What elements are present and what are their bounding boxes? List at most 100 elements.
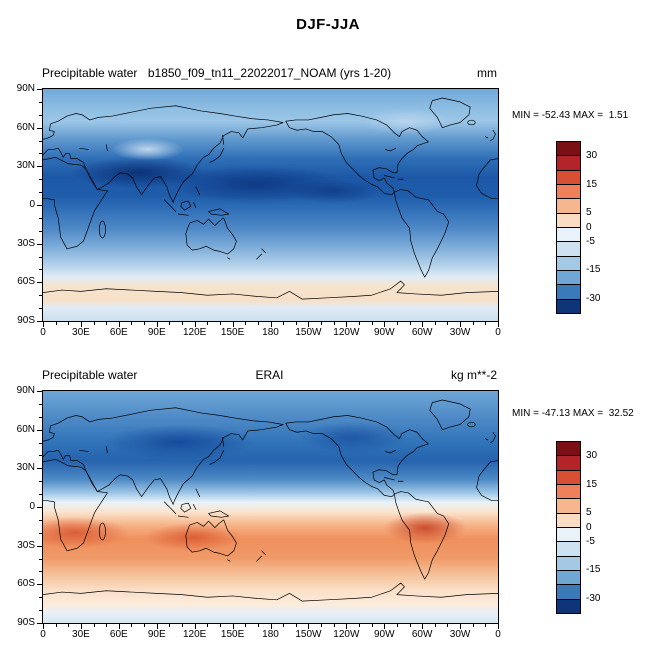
colorbar-label: 5 [586,207,592,219]
lon-tick [283,322,285,325]
lon-tick [182,322,184,325]
lon-tick [308,322,310,327]
lon-tick [182,624,184,627]
lon-tick-label: 150E [220,327,245,338]
lon-tick [80,624,82,629]
colorbar-segment [557,442,580,456]
lat-tick [37,545,42,547]
lat-tick [39,140,42,142]
lat-tick-label: 90N [16,385,35,396]
lon-tick [422,322,424,327]
lat-tick-label: 60N [16,423,35,435]
colorbar-segment [557,169,580,184]
lat-tick-label: 30S [17,539,35,551]
lon-tick [396,624,398,627]
lon-tick-label: 60E [109,629,128,640]
lat-tick [39,494,42,496]
lon-tick-label: 90E [147,629,166,640]
lat-tick [39,416,42,418]
lon-tick-label: 0 [40,629,46,640]
model-case-title: b1850_f09_tn11_22022017_NOAM (yrs 1-20) [147,66,392,80]
lat-tick [39,269,42,271]
model-map-panel: 90N 60N 30N 0 30S 60S 90S 0 30E 60E 90E 120E 150E 180… [17,84,501,338]
lat-tick-label: 30S [17,237,35,249]
lat-tick [37,89,42,90]
lon-tick [232,322,234,327]
lat-tick [37,243,42,245]
lon-tick [346,624,348,629]
colorbar-segment [557,255,580,270]
lat-tick [37,391,42,392]
lat-tick [39,101,42,103]
lon-tick [219,624,221,627]
lat-tick-label: 60S [17,578,35,590]
lat-tick [37,166,42,168]
lat-tick [39,308,42,310]
lon-tick [118,624,120,629]
lon-tick [68,624,70,627]
colorbar-segment [557,455,580,470]
lon-tick [257,322,259,325]
lon-tick [106,624,108,627]
model-field-label: Precipitable water [42,66,138,80]
reference-colorbar: 30 15 5 0 -5 -15 -30 [556,441,600,614]
lat-tick [39,192,42,194]
lat-tick [39,403,42,405]
colorbar-segment [557,183,580,199]
lon-tick [409,624,411,627]
lon-tick [485,322,487,325]
lon-tick [156,624,158,629]
lon-tick [118,322,120,327]
lon-tick-label: 90W [373,327,395,338]
lat-tick [39,230,42,232]
lon-tick [498,322,499,327]
lon-tick-label: 60W [411,327,433,338]
lat-tick [39,295,42,297]
lon-tick [106,322,108,325]
colorbar-segment [557,241,580,256]
lon-tick [434,624,436,627]
colorbar-segment [557,555,580,570]
lon-tick [295,624,297,627]
colorbar-segment [557,469,580,484]
colorbar-label: 0 [586,521,592,533]
colorbar-segment [557,269,580,285]
lon-tick [346,322,348,327]
lon-tick [460,624,462,629]
model-minmax-label: MIN = -52.43 MAX = 1.51 [512,110,629,121]
colorbar-segment [557,498,580,513]
lon-tick [333,624,335,627]
lon-tick [156,322,158,327]
lon-tick-label: 30W [449,629,471,640]
lat-tick-label: 30N [16,462,35,474]
figure-title: DJF-JJA [296,16,360,33]
reference-field-label: Precipitable water [42,368,138,382]
lon-tick-label: 60W [411,629,433,640]
lon-tick [371,322,373,325]
lon-tick [131,624,133,627]
lon-tick-label: 90W [373,629,395,640]
lon-tick-label: 90E [147,327,166,338]
model-contour-field [43,89,498,321]
lat-tick [39,597,42,599]
lat-tick [39,532,42,534]
lat-tick [39,256,42,258]
lat-tick [39,571,42,573]
lon-tick [194,624,196,629]
lat-tick [37,584,42,586]
colorbar-label: -5 [586,235,595,247]
lon-tick [144,624,146,627]
lon-tick [498,624,499,629]
lon-tick-label: 150E [220,629,245,640]
colorbar-segment [557,298,580,313]
lat-tick-label: 0 [29,501,35,512]
lon-tick-label: 120E [182,629,207,640]
colorbar-label: 15 [586,478,598,490]
colorbar-segment [557,483,580,499]
colorbar-label: 30 [586,150,598,162]
colorbar-label: -15 [586,564,601,576]
colorbar-segment [557,212,580,227]
colorbar-segment [557,226,580,242]
reference-minmax-label: MIN = -47.13 MAX = 32.52 [512,408,634,419]
